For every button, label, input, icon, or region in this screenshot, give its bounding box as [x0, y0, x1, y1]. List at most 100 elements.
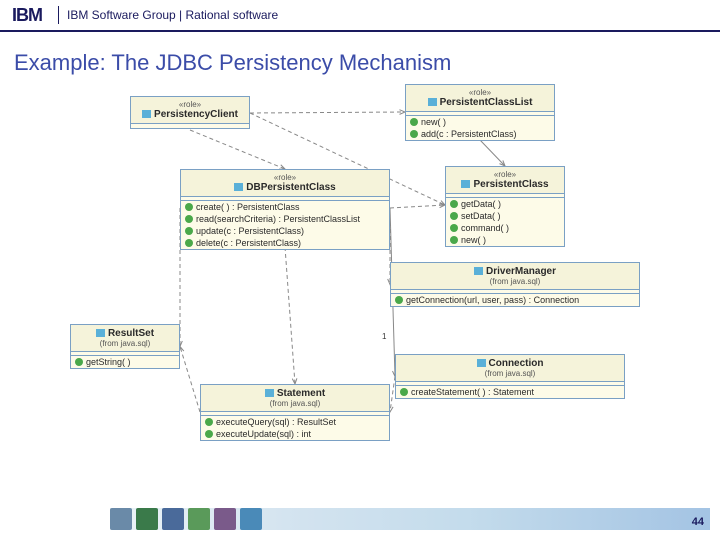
uml-class-name: PersistencyClient: [142, 109, 238, 120]
operation-icon: [185, 239, 193, 247]
uml-stereotype: «role»: [186, 173, 384, 182]
uml-operation-text: command( ): [461, 223, 509, 233]
uml-operation: new( ): [406, 116, 554, 128]
class-icon: [428, 98, 437, 106]
uml-operation-text: new( ): [461, 235, 486, 245]
footer-decoration-icon: [162, 508, 184, 530]
uml-package: (from java.sql): [396, 277, 634, 286]
uml-operation: executeQuery(sql) : ResultSet: [201, 416, 389, 428]
operation-icon: [205, 418, 213, 426]
uml-class-header: Connection(from java.sql): [396, 355, 624, 382]
uml-operation-text: read(searchCriteria) : PersistentClassLi…: [196, 214, 360, 224]
uml-operation-text: update(c : PersistentClass): [196, 226, 304, 236]
uml-stereotype: «role»: [451, 170, 559, 179]
uml-operation-text: getString( ): [86, 357, 131, 367]
ibm-logo: IBM: [12, 5, 42, 26]
uml-class-name: Statement: [265, 388, 325, 399]
uml-operation-text: getConnection(url, user, pass) : Connect…: [406, 295, 579, 305]
uml-package: (from java.sql): [206, 399, 384, 408]
uml-class-connection: Connection(from java.sql) createStatement…: [395, 354, 625, 399]
footer-decoration-icon: [214, 508, 236, 530]
class-icon: [265, 389, 274, 397]
uml-class-statement: Statement(from java.sql) executeQuery(sql…: [200, 384, 390, 441]
uml-class-persistent-class-list: «role»PersistentClassList new( ) add(c : P…: [405, 84, 555, 141]
uml-operation-text: setData( ): [461, 211, 501, 221]
uml-class-header: «role»DBPersistentClass: [181, 170, 389, 197]
operation-icon: [185, 203, 193, 211]
uml-class-name: DBPersistentClass: [234, 182, 335, 193]
class-icon: [96, 329, 105, 337]
operation-icon: [450, 200, 458, 208]
uml-op-compartment: createStatement( ) : Statement: [396, 386, 624, 398]
uml-operation-text: executeUpdate(sql) : int: [216, 429, 311, 439]
uml-association: [190, 130, 285, 169]
uml-operation: delete(c : PersistentClass): [181, 237, 389, 249]
uml-class-driver-manager: DriverManager(from java.sql) getConnectio…: [390, 262, 640, 307]
operation-icon: [450, 236, 458, 244]
header-group-text: IBM Software Group | Rational software: [67, 8, 278, 22]
operation-icon: [450, 212, 458, 220]
uml-class-name: Connection: [477, 358, 544, 369]
uml-operation: executeUpdate(sql) : int: [201, 428, 389, 440]
operation-icon: [410, 130, 418, 138]
uml-stereotype: «role»: [136, 100, 244, 109]
uml-class-header: «role»PersistencyClient: [131, 97, 249, 124]
uml-operation: read(searchCriteria) : PersistentClassLi…: [181, 213, 389, 225]
uml-class-header: ResultSet(from java.sql): [71, 325, 179, 352]
operation-icon: [450, 224, 458, 232]
uml-op-compartment: new( ) add(c : PersistentClass): [406, 116, 554, 140]
footer-decoration-icon: [136, 508, 158, 530]
footer-decoration-icon: [188, 508, 210, 530]
uml-class-name: PersistentClass: [461, 179, 548, 190]
uml-operation: getConnection(url, user, pass) : Connect…: [391, 294, 639, 306]
uml-package: (from java.sql): [401, 369, 619, 378]
uml-class-name: DriverManager: [474, 266, 556, 277]
uml-operation: new( ): [446, 234, 564, 246]
uml-operation: setData( ): [446, 210, 564, 222]
uml-op-compartment: getConnection(url, user, pass) : Connect…: [391, 294, 639, 306]
operation-icon: [205, 430, 213, 438]
uml-operation-text: add(c : PersistentClass): [421, 129, 517, 139]
operation-icon: [185, 215, 193, 223]
uml-operation: getString( ): [71, 356, 179, 368]
page-title: Example: The JDBC Persistency Mechanism: [0, 32, 720, 84]
class-icon: [474, 267, 483, 275]
uml-operation-text: getData( ): [461, 199, 501, 209]
uml-association: [250, 112, 405, 113]
uml-operation-text: new( ): [421, 117, 446, 127]
class-icon: [477, 359, 486, 367]
uml-association: [480, 140, 505, 166]
operation-icon: [395, 296, 403, 304]
class-icon: [142, 110, 151, 118]
class-icon: [461, 180, 470, 188]
uml-class-result-set: ResultSet(from java.sql) getString( ): [70, 324, 180, 369]
uml-association: [180, 347, 200, 413]
uml-op-compartment: create( ) : PersistentClass read(searchCr…: [181, 201, 389, 249]
uml-operation: create( ) : PersistentClass: [181, 201, 389, 213]
uml-operation-text: executeQuery(sql) : ResultSet: [216, 417, 336, 427]
uml-operation-text: delete(c : PersistentClass): [196, 238, 301, 248]
footer-decoration-icon: [110, 508, 132, 530]
uml-class-persistent-class: «role»PersistentClass getData( ) setData( …: [445, 166, 565, 247]
uml-operation: createStatement( ) : Statement: [396, 386, 624, 398]
uml-diagram-canvas: «role»PersistencyClient«role»PersistentC…: [0, 84, 720, 504]
uml-stereotype: «role»: [411, 88, 549, 97]
uml-operation-text: create( ) : PersistentClass: [196, 202, 300, 212]
uml-class-header: DriverManager(from java.sql): [391, 263, 639, 290]
uml-class-header: Statement(from java.sql): [201, 385, 389, 412]
uml-association: [390, 205, 445, 208]
uml-class-name: ResultSet: [96, 328, 154, 339]
uml-op-compartment: getData( ) setData( ) command( ) new( ): [446, 198, 564, 246]
header-separator: [58, 6, 59, 24]
uml-operation: add(c : PersistentClass): [406, 128, 554, 140]
uml-class-name: PersistentClassList: [428, 97, 533, 108]
class-icon: [234, 183, 243, 191]
uml-operation: update(c : PersistentClass): [181, 225, 389, 237]
operation-icon: [185, 227, 193, 235]
footer-decoration-icon: [240, 508, 262, 530]
uml-class-persistency-client: «role»PersistencyClient: [130, 96, 250, 129]
operation-icon: [410, 118, 418, 126]
association-label: 1: [382, 332, 386, 341]
arrowhead: [179, 347, 183, 353]
uml-operation-text: createStatement( ) : Statement: [411, 387, 534, 397]
